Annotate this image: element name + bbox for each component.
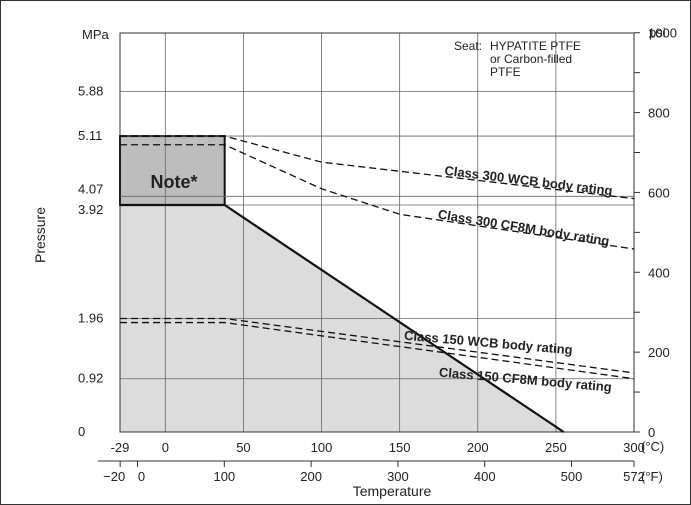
y-tick-label-mpa: 3.92 [78,202,103,217]
y-tick-label-mpa: 5.88 [78,83,103,98]
x-tick-label-celsius: 50 [236,440,250,455]
y-tick-label-mpa: 4.07 [78,181,103,196]
valve-rating-line [120,203,565,433]
series-label: Class 300 CF8M body rating [437,207,611,249]
y-axis-title: Pressure [32,207,48,263]
x-tick-label-celsius: 200 [467,440,489,455]
y-tick-label-psi: 600 [648,185,670,200]
x-tick-label-fahrenheit: 300 [387,469,409,484]
y-tick-label-psi: 800 [648,106,670,121]
x-axis-title: Temperature [353,483,432,499]
x-tick-label-celsius: 100 [311,440,333,455]
body-rating-line [120,135,635,200]
x-tick-label-fahrenheit: 500 [561,469,583,484]
y-tick-label-mpa: 0.92 [78,371,103,386]
x-tick-label-fahrenheit: 572 [623,469,645,484]
note-label: Note* [150,172,197,192]
y-tick-label-psi: 200 [648,345,670,360]
x-tick-label-celsius: 250 [545,440,567,455]
x-tick-label-fahrenheit: 0 [138,469,145,484]
x-tick-label-fahrenheit: −20 [103,469,125,484]
y-tick-label-psi: 0 [648,425,655,440]
series-label: Class 300 WCB body rating [444,163,614,198]
y-tick-label-mpa: 1.96 [78,310,103,325]
seat-text-line: PTFE [490,65,521,79]
body-rating-line [120,144,635,250]
x-tick-label-fahrenheit: 400 [474,469,496,484]
y-tick-label-psi: 400 [648,265,670,280]
x-tick-label-celsius: 300 [623,440,645,455]
seat-label: Seat: [454,39,482,53]
x-unit-fahrenheit: (°F) [641,469,663,484]
x-tick-label-celsius: -29 [111,440,130,455]
x-unit-celsius: (°C) [641,439,664,454]
plot-area: 0 0.92 1.96 3.92 4.07 5.11 5.88 0 200 400 600 800 10… [78,26,677,484]
y-unit-right: psi [649,25,666,40]
body-rating-line [120,317,635,374]
x-tick-label-fahrenheit: 100 [213,469,235,484]
y-unit-left: MPa [82,27,110,42]
y-tick-label-psi: 1000 [648,26,677,41]
x-tick-label-celsius: 150 [389,440,411,455]
y-tick-label-mpa: 0 [78,424,85,439]
x-tick-label-fahrenheit: 200 [300,469,322,484]
body-rating-line [120,321,635,380]
seat-text-line: HYPATITE PTFE [490,39,581,53]
y-tick-label-mpa: 5.11 [78,128,102,143]
note-region [119,135,226,206]
seat-text-line: or Carbon-filled [490,52,572,66]
x-tick-label-celsius: 0 [162,440,169,455]
